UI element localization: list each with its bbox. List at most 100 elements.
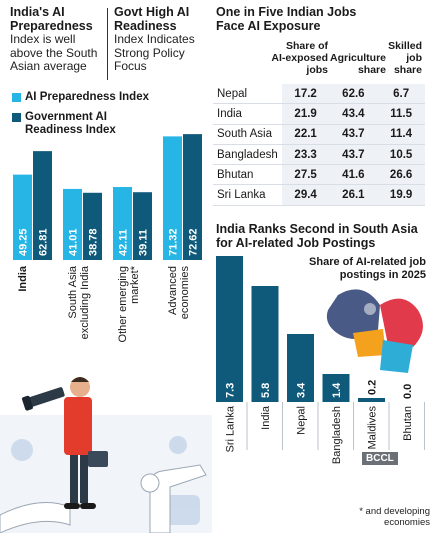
chart2-subtitle-line-2: postings in 2025 xyxy=(339,269,426,281)
heading-divider xyxy=(107,8,108,80)
bar-value-label: 38.78 xyxy=(88,228,100,256)
bar-govt-1 xyxy=(83,192,102,260)
value-cell: 17.2 xyxy=(281,84,330,105)
bar-govt-2 xyxy=(133,192,152,260)
bar-preparedness-2 xyxy=(113,187,132,260)
bar-govt-0 xyxy=(33,151,52,260)
sub-1-line-1: Index is well xyxy=(10,32,76,46)
col-header-ai-exposed-l2: AI-exposed xyxy=(271,52,328,64)
heading-1-line-2: Preparedness xyxy=(10,19,93,33)
value-cell: 43.7 xyxy=(329,144,378,166)
legend-swatch-preparedness xyxy=(12,93,21,102)
table-title-line-2: Face AI Exposure xyxy=(216,19,321,33)
category-label: Sri Lanka xyxy=(225,405,237,452)
footnote: * and developing economies xyxy=(330,506,430,528)
table-row: Bangladesh 23.3 43.7 10.5 xyxy=(213,144,425,166)
category-label: South Asia xyxy=(67,265,79,318)
category-label: India xyxy=(260,405,272,430)
legend-label-preparedness: AI Preparedness Index xyxy=(25,91,149,103)
category-label: Bhutan xyxy=(402,406,414,441)
bar-value-label: 49.25 xyxy=(18,228,30,256)
heading-2-line-2: Readiness xyxy=(114,19,177,33)
category-label: market* xyxy=(129,265,141,304)
country-cell: Sri Lanka xyxy=(213,184,282,206)
bar-value-label: 72.62 xyxy=(188,228,200,256)
bar-value-label: 71.32 xyxy=(168,228,180,256)
country-cell: South Asia xyxy=(213,124,282,145)
ai-exposure-table: Nepal 17.2 62.6 6.7 India 21.9 43.4 11.5 South A… xyxy=(213,84,425,206)
bar-job-postings-3 xyxy=(322,374,350,402)
col-header-ai-exposed: Share of AI-exposed jobs xyxy=(262,40,328,76)
col-header-agriculture-l1: Agriculture xyxy=(330,52,387,64)
value-cell: 26.1 xyxy=(329,184,378,206)
value-cell: 10.5 xyxy=(377,144,425,166)
country-cell: India xyxy=(213,103,282,125)
bar-value-label: 1.4 xyxy=(331,382,343,398)
category-label: Other emerging xyxy=(117,266,129,342)
left-heading-block-1: India's AI Preparedness Index is well ab… xyxy=(10,5,110,74)
table-title: One in Five Indian Jobs Face AI Exposure xyxy=(216,5,356,33)
chart2-subtitle-line-1: Share of AI-related job xyxy=(309,256,426,268)
legend-label-govt-line-2: Readiness Index xyxy=(25,124,116,136)
country-cell: Nepal xyxy=(213,84,282,105)
legend-swatch-govt xyxy=(12,113,21,122)
col-header-skilled-l2: job xyxy=(406,52,422,64)
col-header-ai-exposed-l3: jobs xyxy=(306,64,328,76)
col-header-skilled-l3: share xyxy=(393,64,422,76)
bar-govt-3 xyxy=(183,134,202,260)
country-cell: Bangladesh xyxy=(213,144,282,166)
heading-1-line-1: India's AI xyxy=(10,5,65,19)
chart2-subtitle: Share of AI-related job postings in 2025 xyxy=(300,256,426,282)
value-cell: 11.4 xyxy=(377,124,425,145)
col-header-ai-exposed-l1: Share of xyxy=(285,40,328,52)
footnote-line-2: economies xyxy=(384,517,430,528)
table-row: Sri Lanka 29.4 26.1 19.9 xyxy=(213,184,425,206)
table-row: India 21.9 43.4 11.5 xyxy=(213,103,425,125)
value-cell: 43.4 xyxy=(329,103,378,125)
illustration-telescope-man xyxy=(0,377,212,533)
bar-job-postings-0 xyxy=(216,256,243,402)
table-row: Bhutan 27.5 41.6 26.6 xyxy=(213,164,425,186)
sub-2-line-2: Strong Policy xyxy=(114,45,185,60)
sub-1-line-3: Asian average xyxy=(10,59,87,73)
ai-readiness-bar-chart: 49.25 62.81 India 41.01 38.78 South Asia exclu… xyxy=(13,134,202,342)
legend-label-govt-line-1: Government AI xyxy=(25,111,108,123)
category-label: economies xyxy=(179,266,191,320)
table-title-line-1: One in Five Indian Jobs xyxy=(216,5,357,19)
bar-value-label: 42.11 xyxy=(118,229,130,256)
footnote-line-1: * and developing xyxy=(359,506,430,517)
bar-value-label: 62.81 xyxy=(38,228,50,256)
value-cell: 27.5 xyxy=(281,164,330,186)
table-row: Nepal 17.2 62.6 6.7 xyxy=(213,84,425,105)
bar-preparedness-0 xyxy=(13,174,32,260)
bar-value-label: 41.01 xyxy=(68,228,80,256)
bar-job-postings-1 xyxy=(251,286,279,402)
chart2-title-line-2: for AI-related Job Postings xyxy=(216,236,376,250)
bar-job-postings-2 xyxy=(287,334,314,402)
country-cell: Bhutan xyxy=(213,164,282,186)
bccl-watermark: BCCL xyxy=(362,452,398,465)
puzzle-heads-illustration xyxy=(326,289,423,373)
job-postings-bar-chart: 7.3 Sri Lanka 5.8 India 3.4 Nepal 1.4 Banglades… xyxy=(216,256,425,464)
col-header-skilled-l1: Skilled xyxy=(388,40,422,52)
bar-value-label: 0.0 xyxy=(402,384,414,399)
value-cell: 43.7 xyxy=(329,124,378,145)
category-label: excluding India xyxy=(79,265,91,339)
table-row: South Asia 22.1 43.7 11.4 xyxy=(213,124,425,145)
sub-1-line-2: above the South xyxy=(10,45,98,60)
left-heading-block-2: Govt High AI Readiness Index Indicates S… xyxy=(114,5,214,74)
col-header-skilled: Skilled job share xyxy=(388,40,422,76)
value-cell: 23.3 xyxy=(281,144,330,166)
col-header-agriculture: Agriculture share xyxy=(330,52,386,76)
value-cell: 19.9 xyxy=(377,184,425,206)
bar-value-label: 3.4 xyxy=(296,382,308,398)
chart2-title-line-1: India Ranks Second in South Asia xyxy=(216,222,418,236)
col-header-agriculture-l2: share xyxy=(357,64,386,76)
category-label: Maldives xyxy=(367,406,379,450)
value-cell: 29.4 xyxy=(281,184,330,206)
category-label: Nepal xyxy=(296,406,308,435)
value-cell: 21.9 xyxy=(281,103,330,125)
value-cell: 62.6 xyxy=(329,84,378,105)
sub-2-line-1: Index Indicates xyxy=(114,32,195,46)
category-label: India xyxy=(17,265,29,292)
